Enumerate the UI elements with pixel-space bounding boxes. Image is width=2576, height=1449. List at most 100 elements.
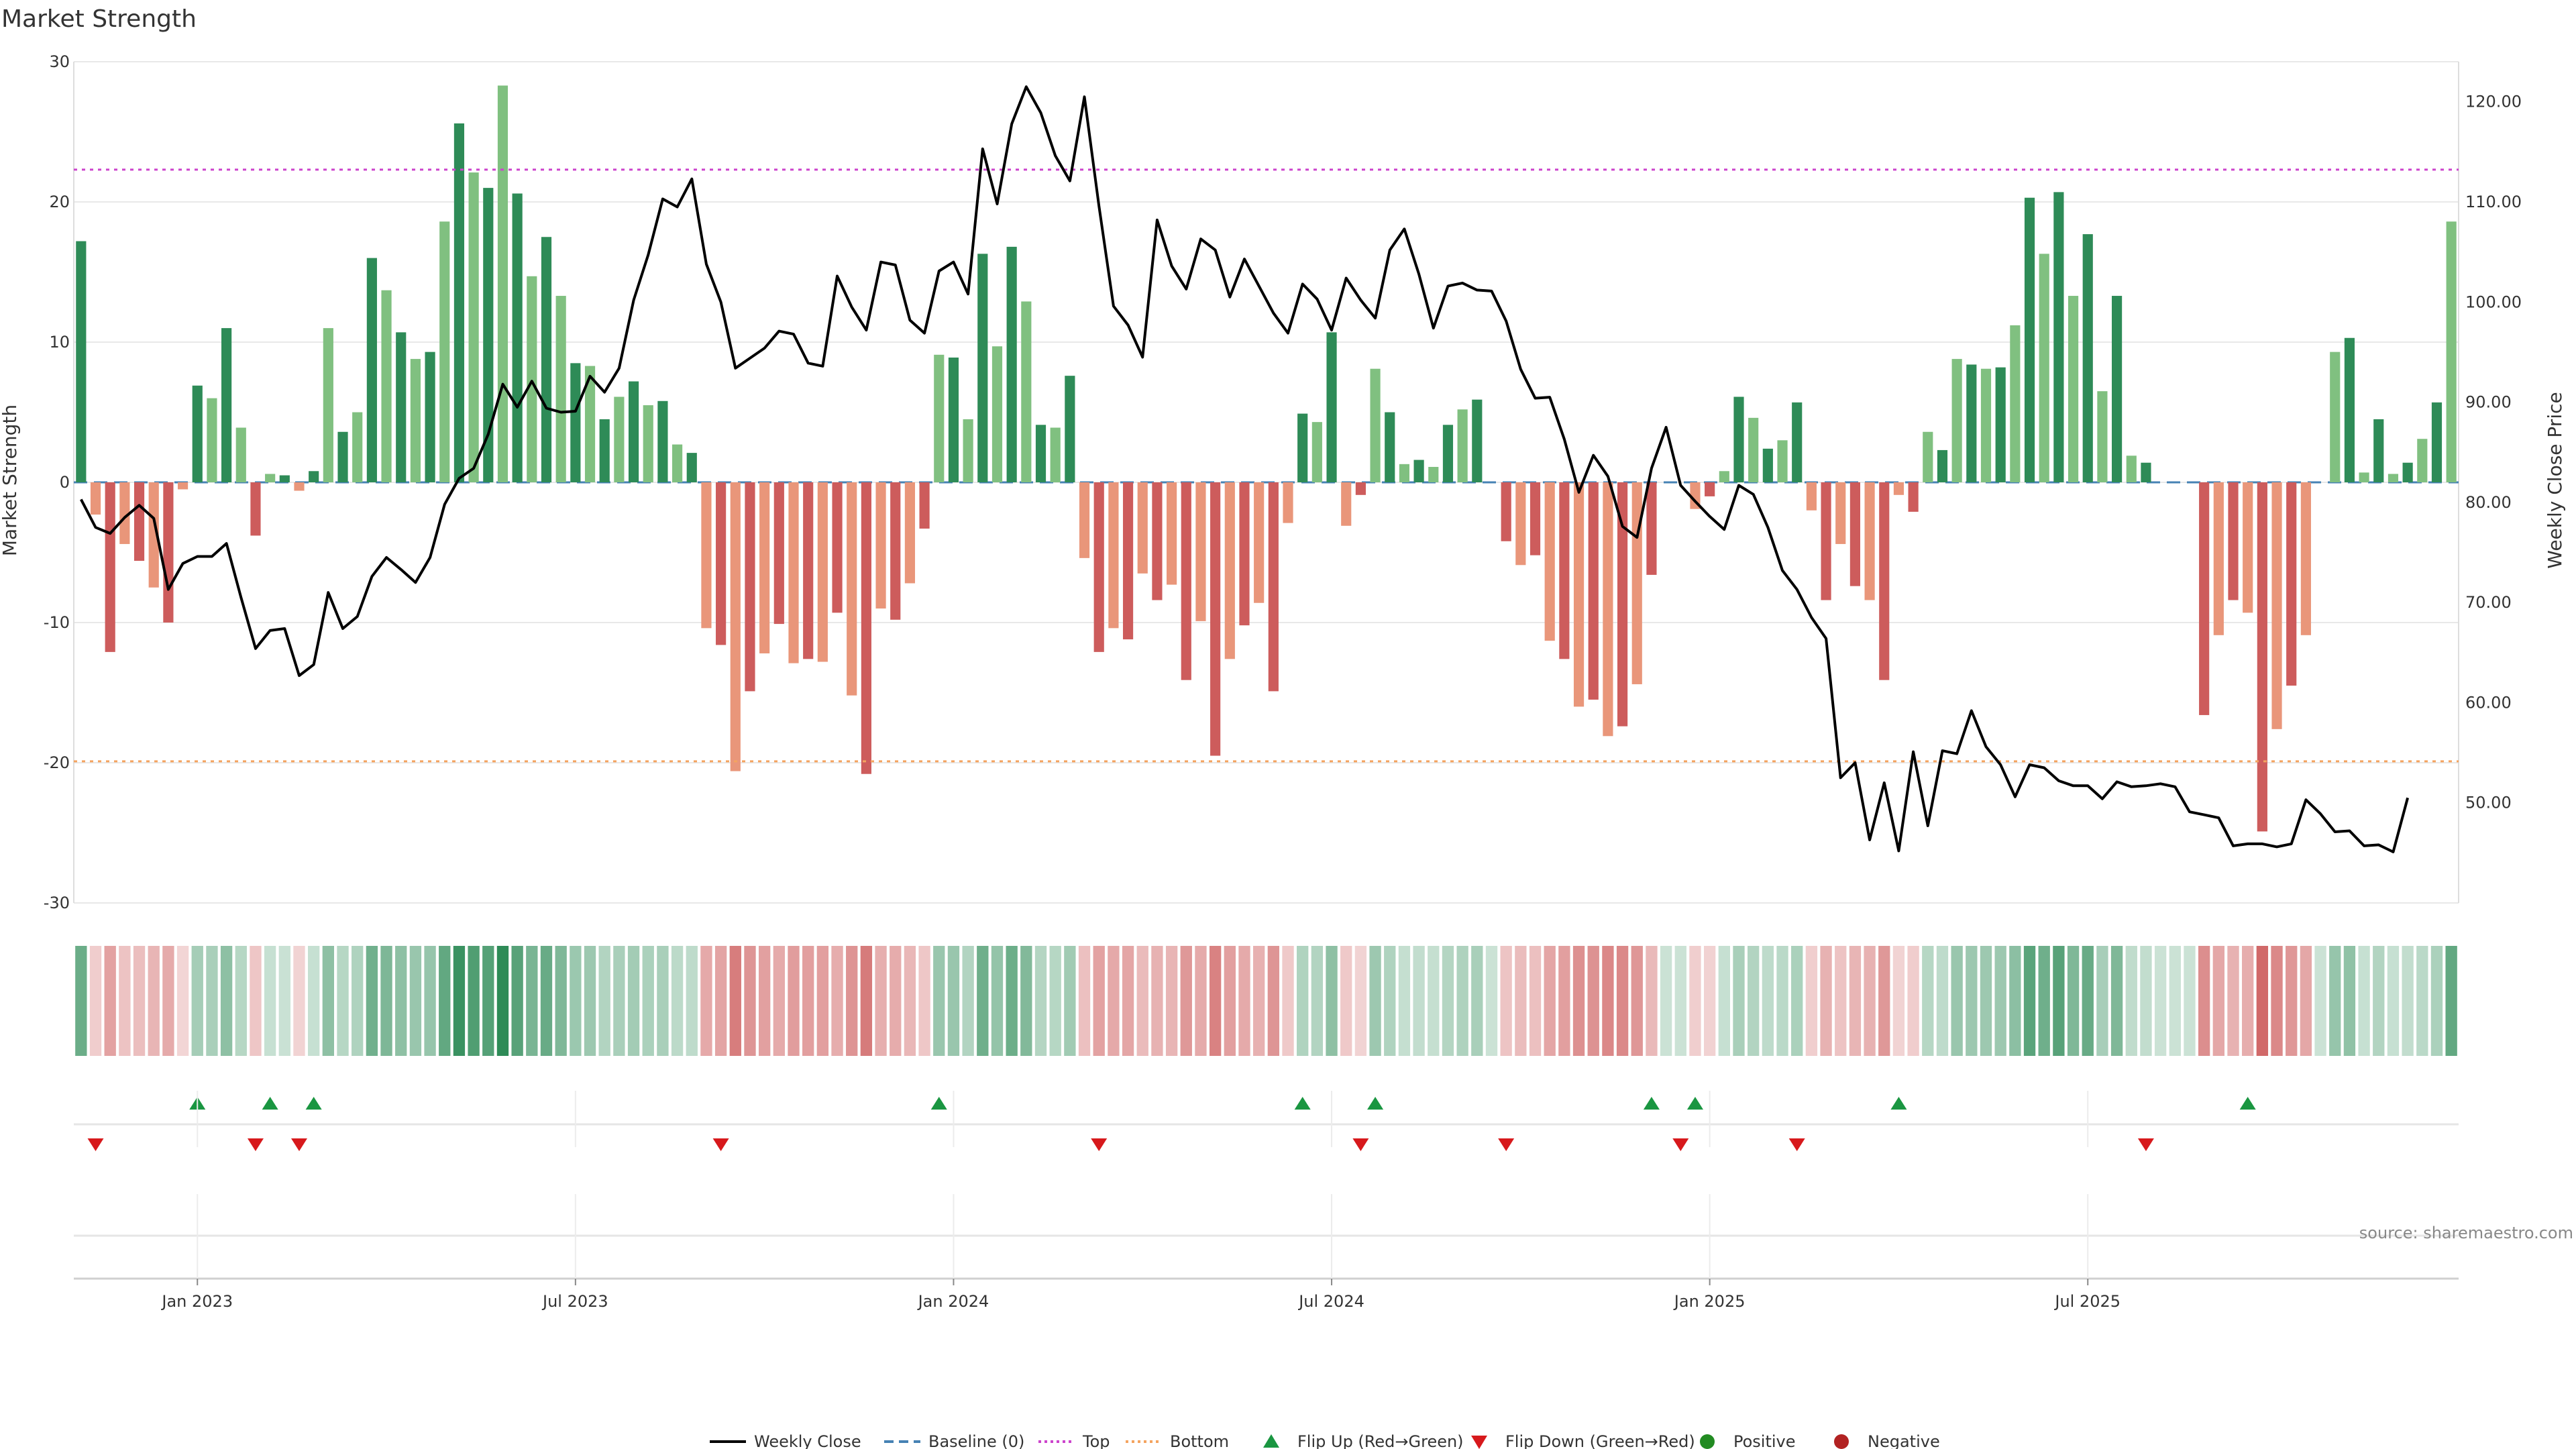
heat-cell <box>2023 946 2036 1056</box>
flip-up-marker <box>930 1097 947 1110</box>
heat-cell <box>468 946 480 1056</box>
strength-bar-negative <box>294 482 305 491</box>
x-tick-label: Jul 2023 <box>541 1292 608 1311</box>
strength-bar-positive <box>1966 364 1977 482</box>
strength-bar-negative <box>875 482 886 609</box>
heat-cell <box>613 946 625 1056</box>
strength-bar-negative <box>1603 482 1613 737</box>
heat-cell <box>322 946 335 1056</box>
strength-bar-negative <box>1341 482 1352 526</box>
heat-cell <box>1587 946 1599 1056</box>
heat-cell <box>1369 946 1381 1056</box>
strength-bar-positive <box>2446 221 2457 482</box>
strength-bar-negative <box>1108 482 1119 629</box>
heat-cell <box>1631 946 1643 1056</box>
strength-bar-positive <box>483 188 494 482</box>
strength-bar-positive <box>221 328 232 482</box>
heat-cell <box>1093 946 1105 1056</box>
heat-cell <box>2038 946 2050 1056</box>
strength-bar-positive <box>2010 325 2021 482</box>
strength-bar-positive <box>1777 440 1788 482</box>
heat-cell <box>2343 946 2356 1056</box>
strength-bar-positive <box>2112 296 2123 482</box>
heat-cell <box>1165 946 1178 1056</box>
strength-bar-positive <box>309 471 319 482</box>
heat-cell <box>1049 946 1061 1056</box>
heat-cell <box>2125 946 2137 1056</box>
heat-cell <box>1733 946 1745 1056</box>
heat-cell <box>1471 946 1483 1056</box>
strength-bar-positive <box>963 419 973 482</box>
heat-cell <box>890 946 902 1056</box>
strength-bar-negative <box>1544 482 1555 641</box>
strength-bar-negative <box>817 482 828 662</box>
heat-cell <box>1849 946 1862 1056</box>
strength-bar-positive <box>1428 467 1439 482</box>
heat-cell <box>1907 946 1919 1056</box>
heat-cell <box>1805 946 1818 1056</box>
heat-cell <box>337 946 349 1056</box>
y2-tick-label: 80.00 <box>2465 493 2512 512</box>
heat-cell <box>2416 946 2428 1056</box>
heat-cell <box>75 946 87 1056</box>
strength-bar-negative <box>177 482 189 490</box>
heat-cell <box>977 946 989 1056</box>
strength-bar-positive <box>555 296 566 482</box>
heat-cell <box>671 946 684 1056</box>
heat-cell <box>627 946 640 1056</box>
strength-bar-negative <box>250 482 261 536</box>
strength-bar-positive <box>1035 425 1046 482</box>
flip-up-marker <box>262 1097 278 1110</box>
strength-bar-positive <box>352 412 363 482</box>
y-tick-label: -10 <box>44 613 70 632</box>
strength-bar-positive <box>453 123 465 482</box>
heat-cell <box>2256 946 2269 1056</box>
heat-cell <box>278 946 290 1056</box>
legend-label: Bottom <box>1170 1432 1229 1449</box>
strength-bar-negative <box>1283 482 1293 523</box>
strength-bar-positive <box>396 332 407 482</box>
heat-cell <box>2140 946 2152 1056</box>
heat-cell <box>2358 946 2370 1056</box>
strength-bar-positive <box>2373 419 2384 482</box>
strength-bar-negative <box>1239 482 1250 626</box>
heat-cell <box>235 946 247 1056</box>
strength-bar-negative <box>1835 482 1846 544</box>
strength-bar-positive <box>192 385 203 482</box>
heat-cell <box>816 946 829 1056</box>
heat-cell <box>1558 946 1570 1056</box>
heat-cell <box>1209 946 1222 1056</box>
heat-cell <box>1689 946 1701 1056</box>
strength-bar-negative <box>1908 482 1919 512</box>
strength-bar-negative <box>1224 482 1235 659</box>
heat-cell <box>2154 946 2167 1056</box>
strength-bar-positive <box>686 453 697 482</box>
strength-bar-negative <box>1254 482 1265 603</box>
heat-cell <box>148 946 160 1056</box>
strength-bar-positive <box>2344 337 2355 482</box>
heat-cell <box>1267 946 1280 1056</box>
x-tick-label: Jul 2025 <box>2053 1292 2121 1311</box>
weekly-close-line <box>80 85 2410 853</box>
heat-cell <box>860 946 873 1056</box>
heat-cell <box>802 946 814 1056</box>
heat-cell <box>2009 946 2021 1056</box>
strength-bar-negative <box>1529 482 1541 555</box>
heat-cell <box>1122 946 1134 1056</box>
strength-bar-positive <box>207 398 217 482</box>
legend-flip-down-icon <box>1471 1436 1487 1449</box>
heat-cell <box>104 946 116 1056</box>
heat-cell <box>2198 946 2210 1056</box>
heat-cell <box>540 946 553 1056</box>
heat-cell <box>264 946 276 1056</box>
heat-cell <box>555 946 567 1056</box>
heat-cell <box>250 946 262 1056</box>
heat-cell <box>657 946 669 1056</box>
heat-cell <box>2286 946 2298 1056</box>
heat-cell <box>2242 946 2254 1056</box>
strength-bar-positive <box>1923 431 1933 482</box>
heat-cell <box>220 946 233 1056</box>
flip-down-marker <box>1788 1138 1805 1151</box>
heat-cell <box>133 946 146 1056</box>
